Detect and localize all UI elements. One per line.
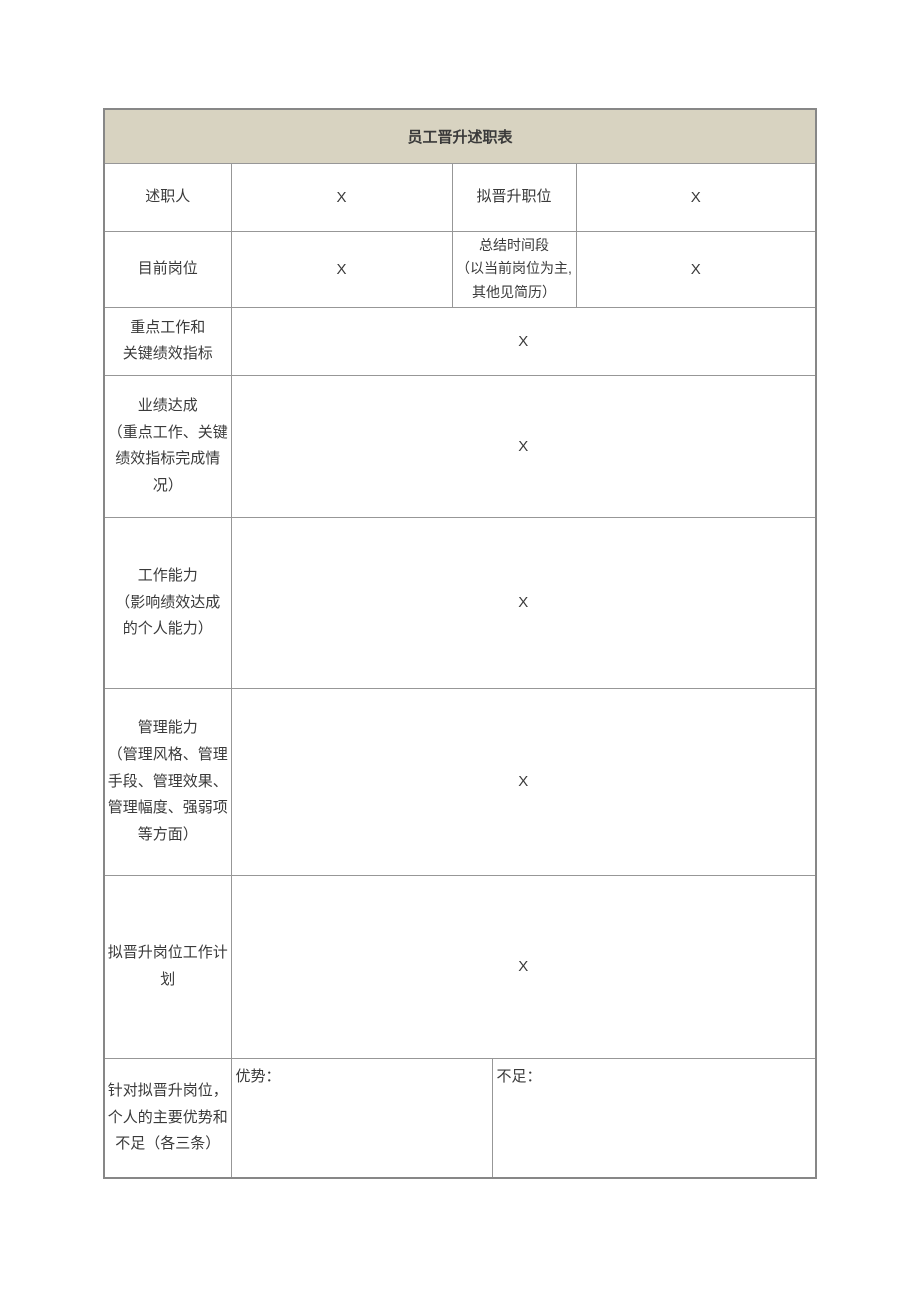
presenter-label: 述职人 bbox=[103, 162, 232, 232]
form-title: 员工晋升述职表 bbox=[103, 108, 817, 164]
work-plan-label: 拟晋升岗位工作计 划 bbox=[103, 874, 232, 1059]
performance-value-field[interactable]: X bbox=[230, 374, 817, 518]
current-position-label: 目前岗位 bbox=[103, 230, 232, 308]
summary-period-value-field[interactable]: X bbox=[575, 230, 817, 308]
advantages-field[interactable]: 优势： bbox=[230, 1057, 493, 1179]
work-ability-value-field[interactable]: X bbox=[230, 516, 817, 689]
summary-period-label: 总结时间段 （以当前岗位为主, 其他见简历） bbox=[451, 230, 577, 308]
proposed-position-label: 拟晋升职位 bbox=[451, 162, 577, 232]
current-position-value-field[interactable]: X bbox=[230, 230, 453, 308]
presenter-value-field[interactable]: X bbox=[230, 162, 453, 232]
work-plan-value-field[interactable]: X bbox=[230, 874, 817, 1059]
weaknesses-field[interactable]: 不足： bbox=[491, 1057, 817, 1179]
key-work-value-field[interactable]: X bbox=[230, 306, 817, 376]
key-work-label: 重点工作和 关键绩效指标 bbox=[103, 306, 232, 376]
promotion-review-form-table: 员工晋升述职表 述职人 X 拟晋升职位 X 目前岗位 X 总结时间段 （以当前岗… bbox=[103, 108, 818, 1180]
performance-label: 业绩达成 （重点工作、关键 绩效指标完成情 况） bbox=[103, 374, 232, 518]
management-ability-label: 管理能力 （管理风格、管理 手段、管理效果、 管理幅度、强弱项 等方面） bbox=[103, 687, 232, 876]
management-ability-value-field[interactable]: X bbox=[230, 687, 817, 876]
proposed-position-value-field[interactable]: X bbox=[575, 162, 817, 232]
strengths-weaknesses-label: 针对拟晋升岗位， 个人的主要优势和 不足（各三条） bbox=[103, 1057, 232, 1179]
work-ability-label: 工作能力 （影响绩效达成 的个人能力） bbox=[103, 516, 232, 689]
